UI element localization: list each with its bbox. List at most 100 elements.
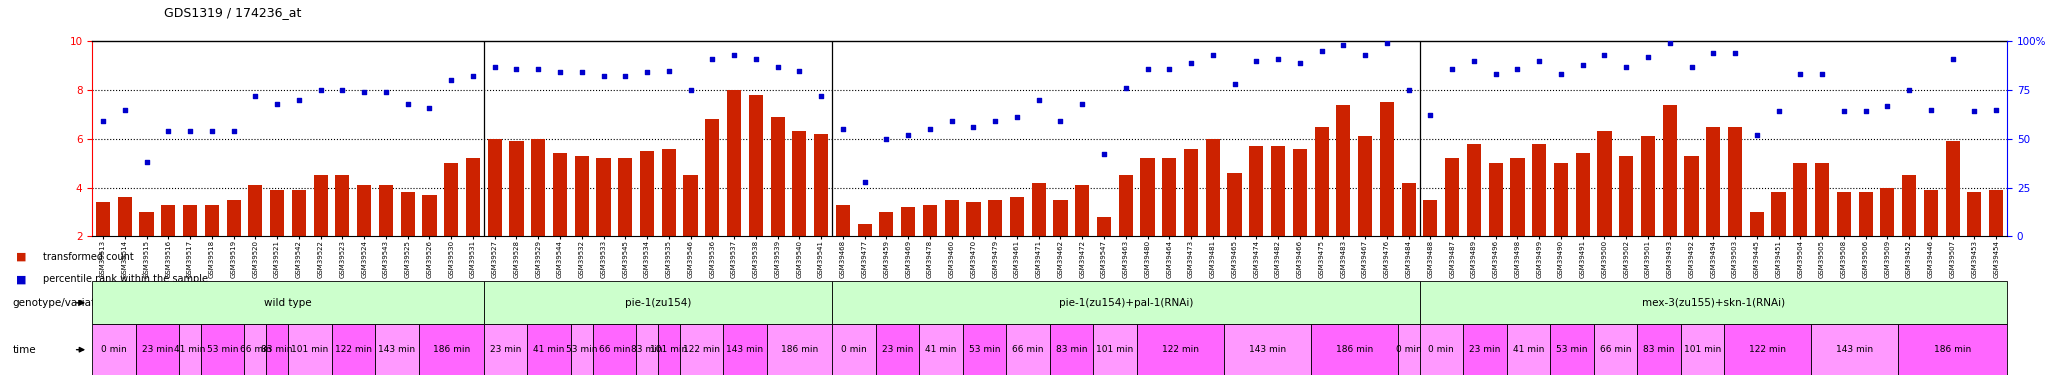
Bar <box>530 139 545 236</box>
Bar <box>1053 200 1067 236</box>
Bar <box>1466 144 1481 236</box>
Bar <box>1880 188 1894 236</box>
Bar <box>1554 163 1569 236</box>
Point <box>1370 40 1403 46</box>
Bar <box>1075 185 1090 236</box>
Point <box>369 89 401 95</box>
Point <box>1718 50 1751 56</box>
Bar <box>813 134 827 236</box>
Bar <box>662 148 676 236</box>
Text: 41 min: 41 min <box>926 345 956 354</box>
Text: 66 min: 66 min <box>1599 345 1630 354</box>
Point <box>1458 58 1491 64</box>
Point <box>1284 60 1317 66</box>
Point <box>1675 64 1708 70</box>
Text: 53 min: 53 min <box>1556 345 1587 354</box>
Point <box>956 124 989 130</box>
Point <box>1653 40 1686 46</box>
Point <box>1001 114 1034 120</box>
Bar <box>336 176 350 236</box>
Text: 0 min: 0 min <box>1427 345 1454 354</box>
Point <box>86 118 119 124</box>
Bar <box>510 141 524 236</box>
Text: 143 min: 143 min <box>727 345 764 354</box>
Text: 0 min: 0 min <box>842 345 866 354</box>
Point <box>1784 71 1817 77</box>
Point <box>1587 52 1620 58</box>
Text: 122 min: 122 min <box>1161 345 1198 354</box>
Point <box>588 74 621 80</box>
Bar <box>356 185 371 236</box>
Bar <box>750 95 764 236</box>
Bar <box>1815 163 1829 236</box>
Bar <box>1401 183 1415 236</box>
Point <box>762 64 795 70</box>
Text: 186 min: 186 min <box>780 345 817 354</box>
Point <box>1567 62 1599 68</box>
Point <box>326 87 358 93</box>
Bar <box>248 185 262 236</box>
Point <box>1327 42 1360 48</box>
Point <box>1196 52 1229 58</box>
Point <box>1219 81 1251 87</box>
Point <box>500 66 532 72</box>
Bar <box>1358 136 1372 236</box>
Bar <box>1335 105 1350 236</box>
Bar <box>1923 190 1937 236</box>
Bar <box>96 202 111 236</box>
Point <box>1176 60 1208 66</box>
Bar <box>858 224 872 236</box>
Bar <box>1118 176 1133 236</box>
Point <box>1436 66 1468 72</box>
Point <box>1892 87 1925 93</box>
Text: ■: ■ <box>16 274 27 284</box>
Bar <box>1315 127 1329 236</box>
Point <box>891 132 924 138</box>
Bar <box>1968 192 1982 236</box>
Bar <box>987 200 1001 236</box>
Text: 101 min: 101 min <box>291 345 328 354</box>
Bar <box>1206 139 1221 236</box>
Bar <box>117 197 131 236</box>
Bar <box>553 153 567 236</box>
Point <box>979 118 1012 124</box>
Bar <box>596 158 610 236</box>
Bar <box>1032 183 1047 236</box>
Bar <box>465 158 479 236</box>
Bar <box>1597 132 1612 236</box>
Point <box>195 128 227 134</box>
Text: 66 min: 66 min <box>598 345 631 354</box>
Point <box>1413 112 1446 118</box>
Point <box>631 69 664 75</box>
Point <box>1153 66 1186 72</box>
Bar <box>639 151 653 236</box>
Text: 66 min: 66 min <box>240 345 270 354</box>
Point <box>240 93 272 99</box>
Bar <box>1620 156 1634 236</box>
Bar <box>1010 197 1024 236</box>
Bar <box>139 212 154 236</box>
Bar <box>422 195 436 236</box>
Bar <box>1249 146 1264 236</box>
Bar <box>879 212 893 236</box>
Bar <box>618 158 633 236</box>
Point <box>827 126 860 132</box>
Point <box>674 87 707 93</box>
Point <box>1305 48 1337 54</box>
Bar <box>684 176 698 236</box>
Text: pie-1(zu154): pie-1(zu154) <box>625 298 690 308</box>
Point <box>913 126 946 132</box>
Text: 66 min: 66 min <box>1012 345 1044 354</box>
Bar <box>1729 127 1743 236</box>
Text: 83 min: 83 min <box>1055 345 1087 354</box>
Bar <box>270 190 285 236</box>
Point <box>414 105 446 111</box>
Text: 23 min: 23 min <box>489 345 522 354</box>
Point <box>653 68 686 74</box>
Bar <box>836 205 850 236</box>
Point <box>870 136 903 142</box>
Point <box>848 178 881 184</box>
Point <box>739 56 772 62</box>
Text: 53 min: 53 min <box>969 345 999 354</box>
Point <box>1872 103 1905 109</box>
